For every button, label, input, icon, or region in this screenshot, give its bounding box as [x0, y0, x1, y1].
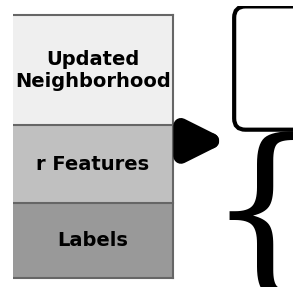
- FancyBboxPatch shape: [234, 6, 293, 130]
- Text: Labels: Labels: [57, 231, 128, 250]
- Text: r Features: r Features: [36, 155, 149, 174]
- Text: Updated
Neighborhood: Updated Neighborhood: [15, 50, 171, 91]
- Bar: [0, 15, 173, 125]
- Text: {: {: [206, 131, 293, 293]
- Bar: [0, 125, 173, 203]
- Bar: [0, 203, 173, 278]
